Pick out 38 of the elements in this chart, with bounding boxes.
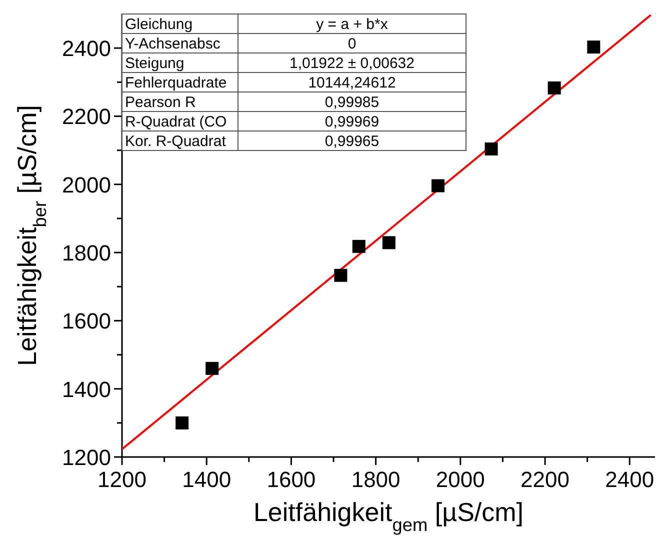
y-tick-label: 1600 — [62, 308, 111, 334]
annotation: y = a + b*x — [316, 16, 388, 33]
point — [176, 416, 189, 430]
annotation: 0,99965 — [324, 133, 380, 150]
x-tick-label: 1200 — [98, 467, 146, 492]
annotation: R-Quadrat (CO — [125, 114, 227, 130]
y-tick-label: 2400 — [62, 36, 111, 62]
y-tick-label: 2200 — [62, 104, 111, 130]
x-tick-label: 2200 — [520, 467, 570, 492]
annotation: Kor. R-Quadrat — [125, 133, 227, 150]
y-tick-label: 2000 — [62, 172, 111, 198]
y-tick-label: 1200 — [62, 445, 111, 470]
point — [431, 179, 444, 192]
x-tick-label: 1800 — [351, 467, 400, 492]
annotation: 0,99985 — [324, 94, 380, 111]
x-tick-label: 2400 — [605, 467, 654, 492]
annotation: Fehlerquadrate — [125, 74, 227, 92]
x-tick-label: 1600 — [266, 467, 316, 492]
point — [484, 142, 498, 156]
x-tick-label: 2000 — [436, 467, 485, 492]
x-tick-label: 1400 — [182, 467, 232, 492]
point — [334, 268, 348, 282]
point — [206, 362, 219, 375]
y-tick-label: 1800 — [62, 240, 111, 266]
annotation: Y-Achsenabsc — [125, 36, 221, 52]
point — [352, 240, 366, 253]
point — [587, 40, 600, 54]
annotation: 0 — [348, 36, 356, 52]
x-axis-title: Leitfähigkeit$_{gem}$ [µS/cm] — [253, 497, 524, 535]
annotation: Steigung — [125, 55, 184, 72]
annotation: 0,99969 — [324, 114, 380, 130]
annotation: 1,01922 ± 0,00632 — [289, 55, 415, 72]
annotation: Gleichung — [125, 16, 193, 33]
y-tick-label: 1400 — [62, 376, 111, 402]
annotation: 10144,24612 — [308, 74, 396, 92]
point — [548, 81, 561, 94]
annotation: Pearson R — [125, 94, 196, 111]
point — [382, 236, 396, 250]
